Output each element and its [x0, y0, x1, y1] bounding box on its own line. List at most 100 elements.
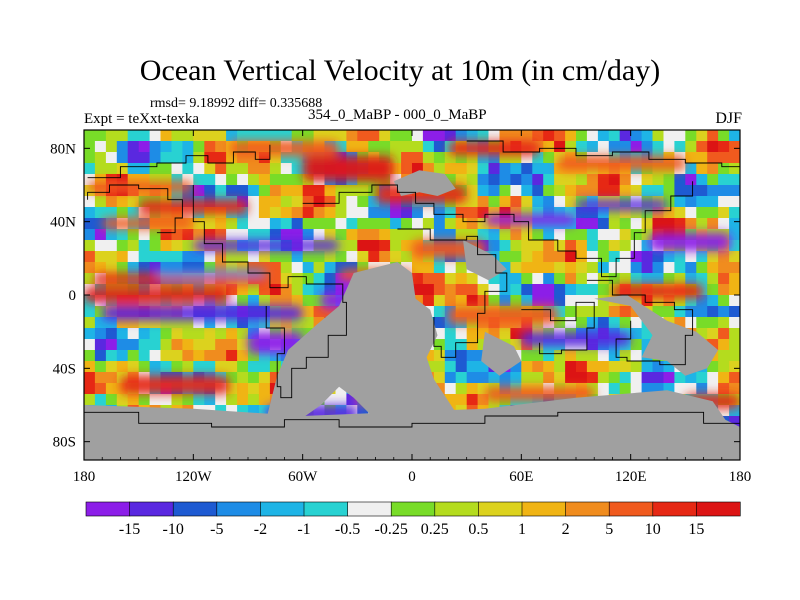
field-cell	[532, 284, 544, 296]
field-cell	[488, 185, 500, 197]
field-cell	[663, 262, 675, 274]
field-cell	[368, 262, 380, 274]
field-cell	[171, 152, 183, 164]
field-cell	[729, 306, 740, 318]
field-cell	[94, 130, 107, 142]
field-cell	[182, 174, 194, 186]
field-cell	[302, 284, 315, 296]
field-cell	[499, 185, 511, 197]
field-cell	[444, 372, 457, 384]
field-cell	[543, 295, 555, 307]
field-cell	[105, 317, 118, 329]
field-cell	[455, 152, 468, 164]
field-cell	[641, 185, 654, 197]
field-cell	[630, 207, 643, 219]
field-cell	[444, 284, 457, 296]
field-cell	[444, 394, 457, 406]
x-tick-label: 0	[408, 469, 416, 485]
field-cell	[138, 317, 151, 329]
field-cell	[412, 273, 424, 285]
field-cell	[237, 405, 249, 417]
colorbar-label: -1	[297, 521, 310, 538]
field-cell	[248, 185, 260, 197]
field-cell	[707, 262, 719, 274]
field-cell	[226, 350, 238, 362]
field-cell	[554, 372, 566, 384]
field-cell	[182, 251, 194, 263]
field-cell	[477, 207, 490, 219]
field-cell	[455, 163, 468, 175]
field-cell	[215, 229, 227, 241]
field-cell	[204, 361, 216, 373]
field-cell	[258, 394, 271, 406]
field-cell	[521, 240, 533, 252]
field-cell	[586, 207, 599, 219]
field-cell	[171, 262, 183, 274]
field-cell	[586, 141, 599, 153]
field-cell	[488, 130, 500, 142]
field-cell	[521, 361, 533, 373]
field-cell	[554, 361, 566, 373]
field-cell	[138, 240, 151, 252]
field-cell	[335, 262, 347, 274]
field-cell	[619, 251, 632, 263]
field-cell	[335, 240, 347, 252]
field-cell	[149, 240, 162, 252]
field-cell	[171, 174, 183, 186]
colorbar-box	[696, 501, 741, 517]
field-cell	[521, 229, 533, 241]
field-cell	[258, 207, 271, 219]
field-cell	[269, 251, 282, 263]
field-cell	[248, 251, 260, 263]
field-cell	[488, 240, 500, 252]
field-cell	[313, 284, 326, 296]
colorbar-label: 0.25	[421, 521, 449, 538]
field-cell	[138, 361, 151, 373]
field-cell	[696, 174, 708, 186]
field-feature	[84, 287, 230, 303]
field-cell	[455, 284, 468, 296]
field-cell	[707, 196, 719, 208]
field-cell	[138, 163, 151, 175]
x-tick-label: 120W	[175, 469, 213, 485]
field-cell	[171, 163, 183, 175]
field-cell	[94, 328, 107, 340]
field-cell	[652, 273, 664, 285]
field-cell	[619, 130, 632, 142]
field-cell	[237, 218, 249, 230]
field-cell	[116, 361, 129, 373]
field-cell	[707, 141, 719, 153]
field-cell	[291, 130, 304, 142]
colorbar-box	[608, 501, 654, 517]
field-cell	[116, 328, 129, 340]
field-cell	[215, 163, 227, 175]
field-cell	[237, 383, 249, 395]
field-feature	[302, 155, 394, 182]
field-cell	[641, 207, 654, 219]
field-cell	[193, 163, 205, 175]
field-cell	[193, 251, 205, 263]
field-cell	[729, 416, 740, 428]
field-cell	[324, 251, 336, 263]
field-cell	[565, 295, 577, 307]
field-cell	[127, 141, 140, 153]
field-cell	[368, 218, 380, 230]
field-cell	[619, 229, 632, 241]
field-cell	[379, 240, 391, 252]
field-cell	[499, 240, 511, 252]
field-cell	[127, 317, 140, 329]
y-tick-label: 80N	[50, 141, 76, 157]
field-cell	[269, 163, 282, 175]
field-cell	[696, 130, 708, 142]
field-cell	[455, 394, 468, 406]
field-cell	[258, 130, 271, 142]
field-cell	[215, 141, 227, 153]
field-cell	[696, 207, 708, 219]
field-cell	[237, 174, 249, 186]
field-cell	[488, 152, 500, 164]
field-cell	[554, 306, 566, 318]
field-cell	[280, 317, 293, 329]
field-cell	[171, 317, 183, 329]
field-cell	[324, 394, 336, 406]
coastline	[192, 185, 347, 399]
